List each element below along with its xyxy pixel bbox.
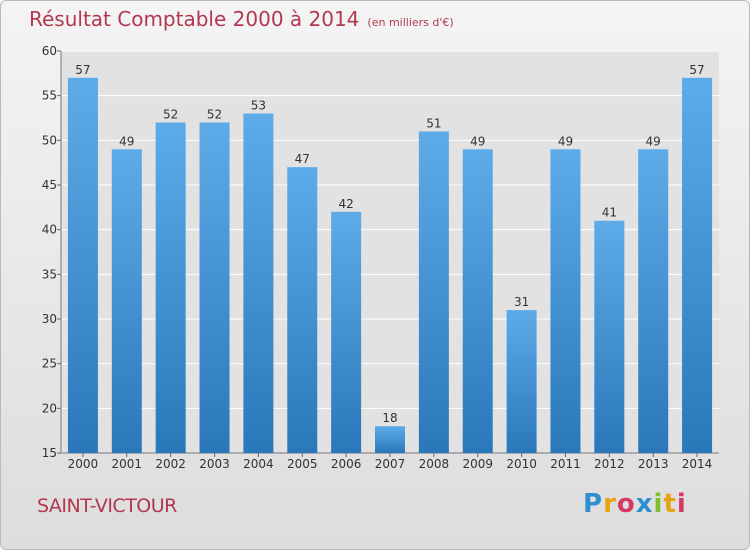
y-tick-label: 35 <box>42 267 57 281</box>
logo-letter: r <box>603 489 617 519</box>
x-tick-label: 2006 <box>331 457 362 471</box>
y-tick-label: 60 <box>42 44 57 58</box>
data-label: 57 <box>75 63 90 77</box>
data-label: 52 <box>207 107 222 121</box>
y-tick-label: 55 <box>42 89 57 103</box>
data-label: 47 <box>295 152 310 166</box>
data-label: 49 <box>470 134 485 148</box>
y-tick-label: 15 <box>42 446 57 460</box>
bar <box>682 77 713 454</box>
y-tick-label: 25 <box>42 357 57 371</box>
x-tick-label: 2000 <box>68 457 99 471</box>
data-label: 42 <box>338 197 353 211</box>
x-tick-label: 2004 <box>243 457 274 471</box>
data-label: 53 <box>251 99 266 113</box>
logo-letter: t <box>663 489 677 519</box>
x-tick-label: 2008 <box>419 457 450 471</box>
y-tick-label: 40 <box>42 223 57 237</box>
data-label: 57 <box>689 63 704 77</box>
data-label: 31 <box>514 295 529 309</box>
y-tick-label: 50 <box>42 133 57 147</box>
bar <box>111 149 142 453</box>
logo-letter: i <box>653 489 664 519</box>
x-tick-label: 2009 <box>462 457 493 471</box>
data-label: 49 <box>558 134 573 148</box>
data-label: 18 <box>382 411 397 425</box>
bar <box>155 122 186 453</box>
data-label: 51 <box>426 116 441 130</box>
x-tick-label: 2011 <box>550 457 581 471</box>
chart-unit-label: (en milliers d'€) <box>367 16 454 29</box>
bar <box>594 220 625 453</box>
data-label: 49 <box>646 134 661 148</box>
bar <box>67 77 98 454</box>
bar <box>550 149 581 453</box>
logo-letter: o <box>616 489 636 519</box>
y-tick-label: 30 <box>42 312 57 326</box>
x-tick-label: 2013 <box>638 457 669 471</box>
bar <box>462 149 493 453</box>
bar <box>638 149 669 453</box>
bar <box>506 310 537 453</box>
x-tick-label: 2012 <box>594 457 625 471</box>
logo-letter: i <box>676 489 687 519</box>
x-tick-label: 2003 <box>199 457 230 471</box>
x-tick-label: 2010 <box>506 457 537 471</box>
bar <box>375 426 405 453</box>
bar <box>331 211 362 453</box>
x-tick-label: 2001 <box>112 457 143 471</box>
logo-letter: P <box>583 489 604 519</box>
x-tick-label: 2005 <box>287 457 318 471</box>
bar <box>243 113 274 454</box>
bar <box>199 122 230 453</box>
commune-name: SAINT-VICTOUR <box>37 495 177 517</box>
data-label: 49 <box>119 134 134 148</box>
logo-letter: x <box>635 489 654 519</box>
x-tick-label: 2002 <box>155 457 186 471</box>
x-tick-label: 2007 <box>375 457 406 471</box>
x-tick-label: 2014 <box>682 457 713 471</box>
chart-title: Résultat Comptable 2000 à 2014 (en millie… <box>29 7 454 31</box>
data-label: 52 <box>163 107 178 121</box>
bar <box>418 131 449 453</box>
proxiti-logo: Proxiti <box>583 489 687 519</box>
y-tick-label: 20 <box>42 401 57 415</box>
chart-title-text: Résultat Comptable 2000 à 2014 <box>29 7 360 31</box>
bar <box>287 167 318 453</box>
y-tick-label: 45 <box>42 178 57 192</box>
data-label: 41 <box>602 206 617 220</box>
